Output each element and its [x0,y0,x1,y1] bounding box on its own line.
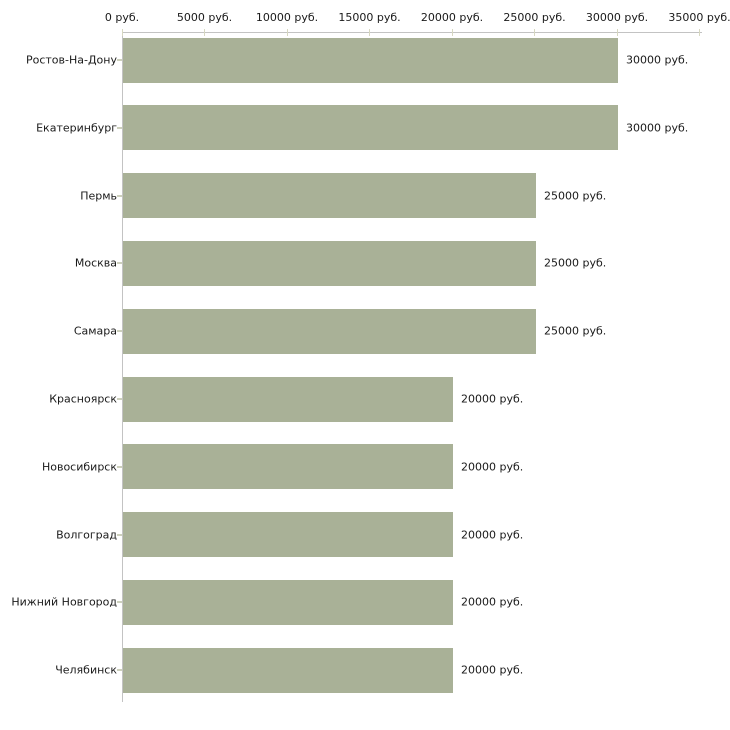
x-axis-tick-label: 30000 руб. [585,11,649,24]
bar [123,105,618,151]
value-label: 25000 руб. [544,189,607,203]
x-axis-tick-label: 5000 руб. [176,11,233,24]
category-label: Екатеринбург [36,121,117,135]
bar [123,444,453,490]
x-axis-tick-mark [286,29,288,36]
value-label: 25000 руб. [544,256,607,270]
x-axis-tick-label: 0 руб. [104,11,140,24]
bar [123,37,618,83]
value-label: 20000 руб. [461,595,524,609]
category-tick-mark [117,601,122,604]
x-axis-tick-label: 35000 руб. [668,11,730,24]
category-tick-mark [117,465,122,468]
x-axis-tick-mark [616,29,618,36]
bar [123,512,453,558]
category-label: Новосибирск [41,460,117,474]
value-label: 20000 руб. [461,528,524,542]
category-tick-mark [117,59,122,61]
category-label: Красноярск [49,392,117,406]
value-label: 30000 руб. [626,53,689,67]
x-axis-tick-mark [699,29,700,36]
category-tick-mark [117,126,122,129]
category-tick-mark [117,330,122,333]
value-label: 20000 руб. [461,460,524,474]
x-axis-line [122,32,702,33]
y-axis-line [122,32,123,702]
bar [123,647,453,693]
x-axis-tick-mark [369,29,370,36]
value-label: 30000 руб. [626,121,689,135]
category-tick-mark [117,194,122,197]
category-label: Пермь [80,189,117,203]
category-label: Москва [74,256,117,270]
category-label: Нижний Новгород [11,595,117,609]
category-tick-mark [117,669,122,672]
bar [123,308,536,354]
value-label: 25000 руб. [544,324,607,338]
bar [123,173,536,219]
bar [123,240,536,286]
x-axis-tick-mark [451,29,453,36]
x-axis-tick-mark [534,29,535,36]
category-tick-mark [117,262,122,265]
bar [123,579,453,625]
category-label: Челябинск [55,663,117,677]
x-axis-tick-label: 10000 руб. [255,11,319,24]
category-label: Ростов-На-Дону [25,53,117,67]
x-axis-tick-label: 20000 руб. [420,11,484,24]
category-tick-mark [117,533,122,536]
value-label: 20000 руб. [461,663,524,677]
x-axis-tick-label: 25000 руб. [503,11,566,24]
value-label: 20000 руб. [461,392,524,406]
category-label: Самара [73,324,117,338]
bar [123,376,453,422]
category-tick-mark [117,398,122,400]
category-label: Волгоград [56,528,117,542]
x-axis-tick-label: 15000 руб. [338,11,401,24]
x-axis-tick-mark [204,29,205,36]
x-axis-tick-mark [121,29,123,36]
